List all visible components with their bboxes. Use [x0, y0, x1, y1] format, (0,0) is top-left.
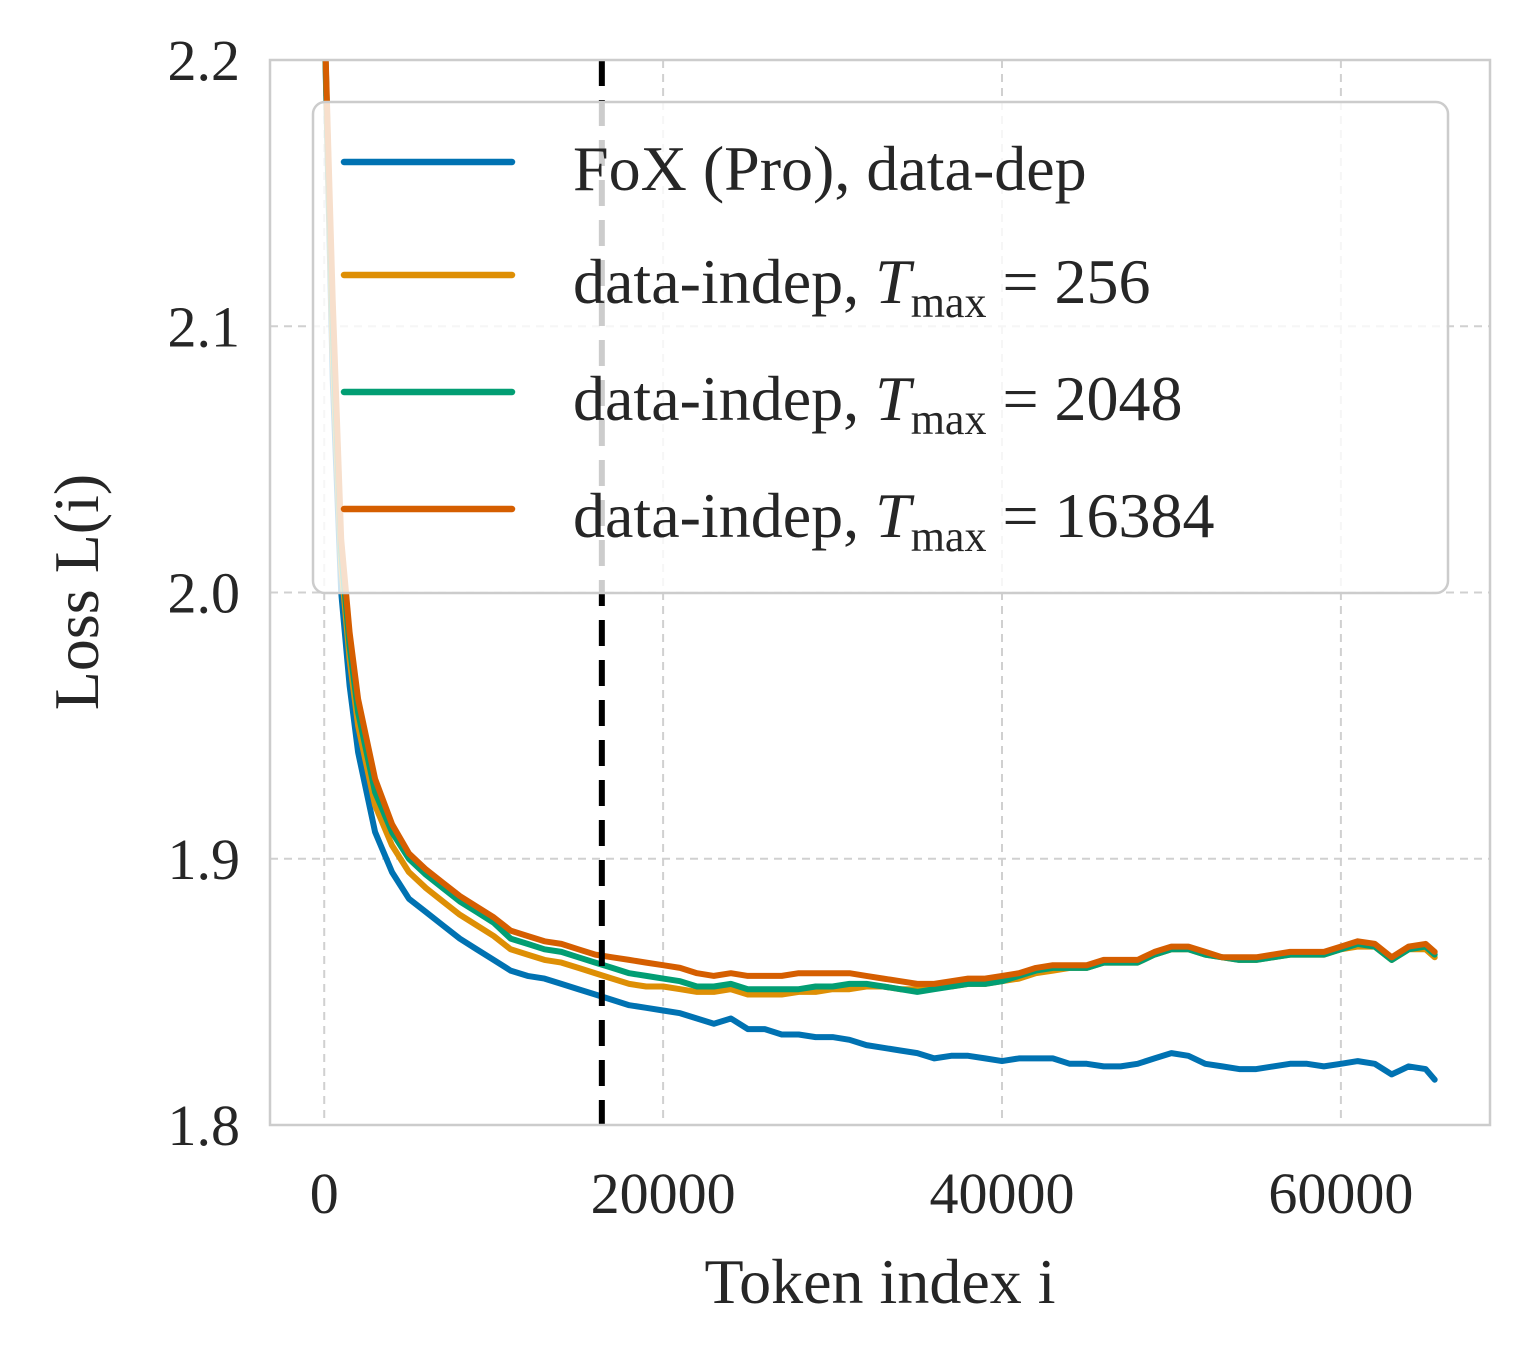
legend-label-3: data-indep, Tmax = 16384 — [573, 480, 1215, 561]
legend-box — [311, 100, 1450, 595]
legend-entries: FoX (Pro), data-dep data-indep, Tmax = 25… — [340, 133, 1215, 561]
legend-label-1: data-indep, Tmax = 256 — [573, 246, 1151, 327]
series-line-3 — [322, 60, 1438, 987]
x-tick-label: 20000 — [591, 1161, 736, 1226]
y-axis-label: Loss L(i) — [41, 474, 112, 710]
y-tick-labels: 1.8 1.9 2.0 2.1 2.2 — [168, 28, 241, 1158]
x-tick-label: 0 — [310, 1161, 339, 1226]
x-tick-label: 60000 — [1268, 1161, 1413, 1226]
x-tick-labels: 0 20000 40000 60000 — [310, 1161, 1414, 1226]
x-axis-label: Token index i — [705, 1246, 1056, 1317]
series-layer — [322, 60, 1438, 1083]
y-tick-label: 2.2 — [168, 28, 241, 93]
y-tick-label: 2.0 — [168, 561, 241, 626]
plot-frame — [268, 58, 1492, 1127]
y-tick-label: 1.9 — [168, 827, 241, 892]
legend-label-2: data-indep, Tmax = 2048 — [573, 363, 1183, 444]
y-tick-label: 2.1 — [168, 294, 241, 359]
y-tick-label: 1.8 — [168, 1093, 241, 1158]
series-line-0 — [322, 60, 1438, 1083]
x-tick-label: 40000 — [930, 1161, 1075, 1226]
legend-label-0: FoX (Pro), data-dep — [573, 133, 1087, 204]
legend: FoX (Pro), data-dep data-indep, Tmax = 25… — [311, 100, 1450, 595]
